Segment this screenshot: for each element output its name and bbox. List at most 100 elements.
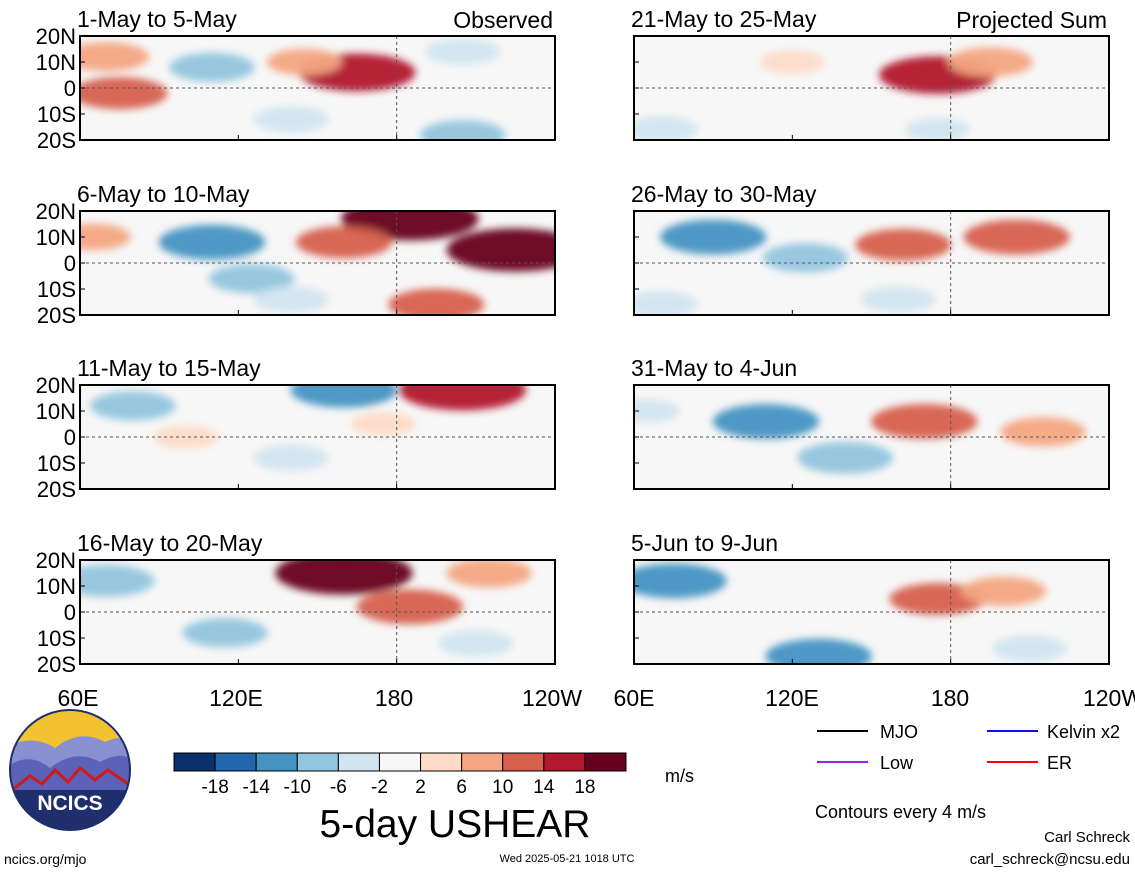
lat-label: 10N bbox=[36, 574, 76, 599]
ncics-logo[interactable]: NCICS bbox=[9, 709, 131, 831]
panel-6: 31-May to 4-Jun bbox=[631, 355, 1110, 490]
panel-title: 16-May to 20-May bbox=[77, 530, 263, 556]
shear-anomaly bbox=[905, 117, 970, 140]
colorbar-swatch bbox=[420, 752, 463, 772]
shear-anomaly bbox=[659, 219, 767, 255]
shear-anomaly bbox=[762, 243, 849, 273]
shear-anomaly bbox=[182, 618, 268, 648]
lat-label: 0 bbox=[64, 600, 76, 625]
lat-label: 20S bbox=[37, 652, 76, 677]
shear-anomaly bbox=[855, 228, 952, 261]
shear-anomaly bbox=[419, 120, 506, 140]
lat-label: 10S bbox=[37, 451, 76, 476]
credit-email[interactable]: carl_schreck@ncsu.edu bbox=[970, 851, 1130, 868]
shear-anomaly bbox=[253, 444, 329, 471]
legend-item-low: Low bbox=[817, 753, 914, 773]
lon-label-120w: 120W bbox=[522, 685, 582, 711]
shear-anomaly bbox=[634, 563, 727, 599]
panel-2: 21-May to 25-May Projected Sum bbox=[631, 6, 1110, 141]
colorbar-swatch bbox=[214, 752, 257, 772]
site-link[interactable]: ncics.org/mjo bbox=[4, 851, 87, 867]
legend-label-low: Low bbox=[880, 753, 914, 773]
legend-label-er: ER bbox=[1047, 753, 1072, 773]
shear-field bbox=[89, 385, 527, 471]
figure-title: 5-day USHEAR bbox=[320, 803, 591, 846]
lon-label-120e: 120E bbox=[209, 685, 263, 711]
panel-4: 26-May to 30-May bbox=[631, 181, 1110, 316]
colorbar-tick-label: -2 bbox=[371, 777, 388, 798]
shear-anomaly bbox=[80, 77, 168, 110]
colorbar-swatch bbox=[255, 752, 298, 772]
lon-label-180: 180 bbox=[375, 685, 413, 711]
shear-anomaly bbox=[295, 226, 392, 259]
colorbar-tick-label: 2 bbox=[415, 777, 426, 798]
shear-anomaly bbox=[290, 385, 398, 408]
lat-label: 20S bbox=[37, 477, 76, 502]
colorbar-tick-label: 6 bbox=[456, 777, 467, 798]
panel-8: 5-Jun to 9-Jun bbox=[631, 530, 1110, 665]
shear-anomaly bbox=[947, 47, 1034, 77]
lon-label-120w: 120W bbox=[1083, 685, 1135, 711]
shear-anomaly bbox=[208, 264, 295, 294]
contours-note: Contours every 4 m/s bbox=[815, 802, 986, 822]
colorbar-swatch bbox=[584, 752, 627, 772]
legend-label-kelvin: Kelvin x2 bbox=[1047, 722, 1120, 742]
shear-anomaly bbox=[1000, 417, 1086, 447]
legend-item-mjo: MJO bbox=[817, 722, 918, 742]
lon-label-60e: 60E bbox=[58, 685, 99, 711]
colorbar-tick-label: -10 bbox=[284, 777, 311, 798]
shear-anomaly bbox=[963, 219, 1070, 255]
legend-item-er: ER bbox=[987, 753, 1072, 773]
shear-field bbox=[80, 560, 532, 657]
colorbar-swatch bbox=[502, 752, 545, 772]
lon-label-180: 180 bbox=[931, 685, 969, 711]
timestamp: Wed 2025-05-21 1018 UTC bbox=[500, 853, 635, 865]
colorbar-swatch bbox=[173, 752, 216, 772]
shear-anomaly bbox=[253, 106, 329, 133]
colorbar-tick-label: 18 bbox=[574, 777, 595, 798]
shear-anomaly bbox=[275, 560, 413, 595]
panel-title: 5-Jun to 9-Jun bbox=[631, 530, 778, 556]
lat-label: 10N bbox=[36, 50, 76, 75]
panel-title: 11-May to 15-May bbox=[77, 355, 261, 381]
shear-field bbox=[634, 219, 1070, 315]
shear-anomaly bbox=[797, 441, 894, 474]
lat-label: 0 bbox=[64, 425, 76, 450]
panel-title: 6-May to 10-May bbox=[77, 181, 250, 207]
shear-field bbox=[634, 47, 1034, 140]
lat-label: 0 bbox=[64, 251, 76, 276]
panel-title: 31-May to 4-Jun bbox=[631, 355, 797, 381]
colorbar-swatch bbox=[461, 752, 504, 772]
shear-field bbox=[80, 211, 555, 315]
legend-item-kelvin: Kelvin x2 bbox=[987, 722, 1120, 742]
colorbar-swatch bbox=[337, 752, 380, 772]
panel-title: 26-May to 30-May bbox=[631, 181, 817, 207]
lat-label: 10S bbox=[37, 626, 76, 651]
logo-text: NCICS bbox=[37, 792, 102, 815]
shear-anomaly bbox=[446, 228, 555, 272]
credit-name: Carl Schreck bbox=[1044, 829, 1130, 846]
lat-label: 20N bbox=[36, 373, 76, 398]
shear-anomaly bbox=[351, 412, 416, 436]
shear-anomaly bbox=[80, 564, 155, 597]
shear-anomaly bbox=[765, 638, 872, 664]
colorbar-swatch bbox=[543, 752, 586, 772]
shear-anomaly bbox=[634, 399, 680, 423]
shear-field bbox=[634, 563, 1068, 664]
colorbar-tick-label: 10 bbox=[492, 777, 513, 798]
lat-label: 0 bbox=[64, 76, 76, 101]
shear-field bbox=[80, 38, 506, 140]
shear-anomaly bbox=[871, 404, 978, 439]
lon-label-60e: 60E bbox=[614, 685, 655, 711]
shear-anomaly bbox=[860, 286, 936, 313]
shear-field bbox=[634, 399, 1086, 474]
colorbar-swatch bbox=[378, 752, 422, 772]
shear-anomaly bbox=[356, 589, 464, 625]
colorbar: -18 -14 -10 -6 -2 2 6 10 14 18 bbox=[173, 752, 627, 798]
